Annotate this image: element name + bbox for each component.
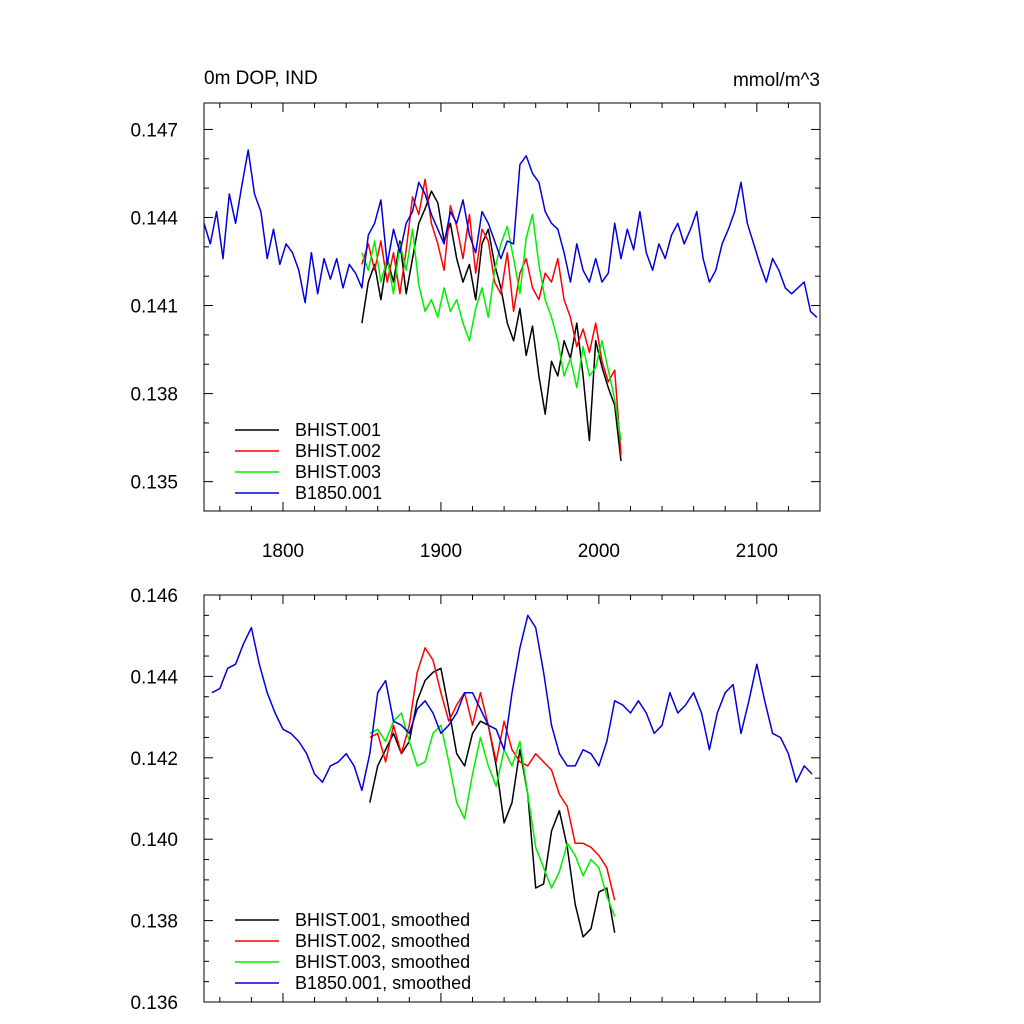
y-tick-label: 0.142 [130, 749, 178, 770]
legend-label: B1850.001, smoothed [295, 973, 471, 993]
legend-label: BHIST.002 [295, 441, 381, 461]
series-line-1 [361, 190, 622, 462]
legend-label: BHIST.001, smoothed [295, 910, 470, 930]
units-label: mmol/m^3 [733, 70, 820, 91]
y-tick-label: 0.144 [130, 667, 178, 688]
y-tick-label: 0.141 [130, 297, 178, 318]
y-tick-label: 0.135 [130, 473, 178, 494]
y-tick-label: 0.144 [130, 208, 178, 229]
chart-title: 0m DOP, IND [204, 68, 318, 89]
y-tick-label: 0.138 [130, 385, 178, 406]
x-tick-label: 1800 [262, 541, 304, 562]
series-line-4 [203, 149, 818, 318]
y-tick-label: 0.138 [130, 912, 178, 933]
x-tick-label: 2100 [736, 541, 778, 562]
legend-label: BHIST.003 [295, 462, 381, 482]
y-tick-label: 0.146 [130, 586, 178, 607]
x-tick-label: 2000 [578, 541, 620, 562]
series-line-2 [361, 178, 622, 456]
series-line-3 [361, 213, 622, 441]
series-line-3 [369, 712, 616, 917]
legend-label: BHIST.002, smoothed [295, 931, 470, 951]
y-tick-label: 0.140 [130, 830, 178, 851]
bottom-panel: 0.136 0.138 0.140 0.142 0.144 0.146 BHIST.001,… [130, 586, 821, 1014]
legend-label: B1850.001 [295, 483, 382, 503]
y-tick-label: 0.147 [130, 120, 178, 141]
series-line-2 [369, 647, 616, 901]
top-panel: 0m DOP, IND mmol/m^3 1800 1900 2000 2100 0.1… [130, 68, 821, 562]
series-line-1 [369, 667, 616, 938]
y-tick-label: 0.136 [130, 993, 178, 1014]
x-tick-label: 1900 [420, 541, 462, 562]
plot-frame [203, 102, 821, 512]
legend-label: BHIST.001 [295, 420, 381, 440]
series-line-4 [211, 614, 813, 792]
legend-label: BHIST.003, smoothed [295, 952, 470, 972]
